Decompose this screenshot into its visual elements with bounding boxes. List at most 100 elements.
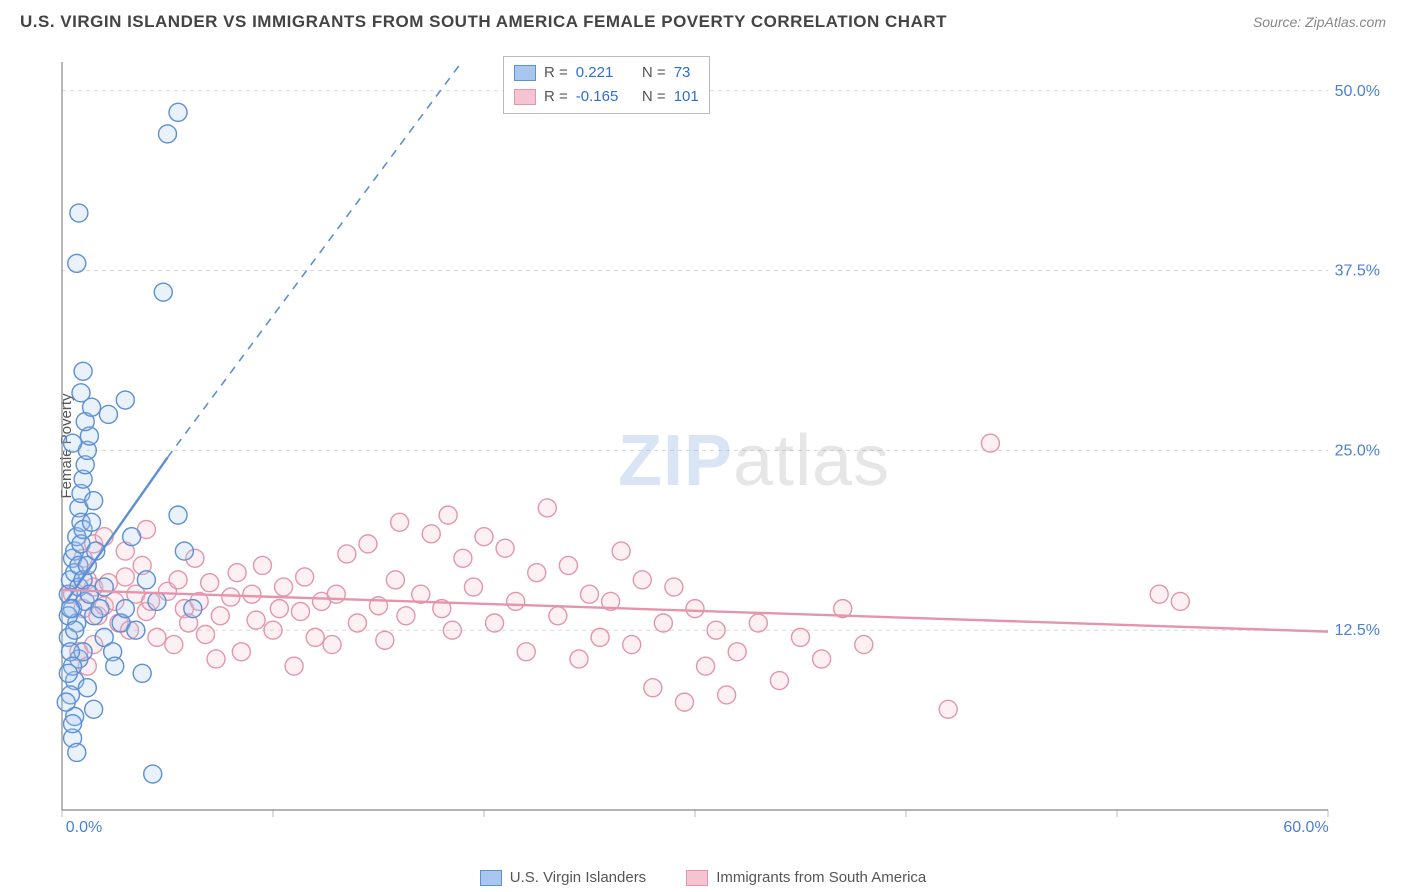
point-usvi xyxy=(61,600,79,618)
point-usvi xyxy=(154,283,172,301)
point-usvi xyxy=(133,664,151,682)
point-sa xyxy=(591,628,609,646)
point-usvi xyxy=(68,254,86,272)
point-sa xyxy=(391,513,409,531)
point-sa xyxy=(1150,585,1168,603)
chart-title: U.S. VIRGIN ISLANDER VS IMMIGRANTS FROM … xyxy=(20,12,947,32)
n-label: N = xyxy=(638,61,666,85)
point-usvi xyxy=(169,506,187,524)
svg-text:12.5%: 12.5% xyxy=(1335,622,1380,639)
point-usvi xyxy=(74,362,92,380)
point-sa xyxy=(939,700,957,718)
n-label: N = xyxy=(638,85,666,109)
series-legend: U.S. Virgin Islanders Immigrants from So… xyxy=(0,869,1406,886)
point-sa xyxy=(275,578,293,596)
point-usvi xyxy=(91,600,109,618)
svg-text:25.0%: 25.0% xyxy=(1335,442,1380,459)
r-label: R = xyxy=(544,61,568,85)
point-sa xyxy=(981,434,999,452)
point-usvi xyxy=(116,391,134,409)
point-sa xyxy=(201,574,219,592)
point-sa xyxy=(296,568,314,586)
point-sa xyxy=(486,614,504,632)
n-value-sa: 101 xyxy=(674,85,699,109)
legend-row-sa: R = -0.165 N = 101 xyxy=(514,85,699,109)
point-sa xyxy=(665,578,683,596)
point-sa xyxy=(165,636,183,654)
point-usvi xyxy=(137,571,155,589)
point-sa xyxy=(422,525,440,543)
svg-text:0.0%: 0.0% xyxy=(66,819,102,836)
point-sa xyxy=(644,679,662,697)
point-sa xyxy=(559,556,577,574)
point-sa xyxy=(507,592,525,610)
point-sa xyxy=(243,585,261,603)
correlation-legend: R = 0.221 N = 73 R = -0.165 N = 101 xyxy=(503,56,710,114)
point-sa xyxy=(376,631,394,649)
point-sa xyxy=(728,643,746,661)
legend-label-sa: Immigrants from South America xyxy=(716,869,926,886)
point-usvi xyxy=(64,434,82,452)
r-label: R = xyxy=(544,85,568,109)
point-sa xyxy=(169,571,187,589)
point-sa xyxy=(686,600,704,618)
point-sa xyxy=(633,571,651,589)
point-usvi xyxy=(159,125,177,143)
point-sa xyxy=(211,607,229,625)
point-sa xyxy=(517,643,535,661)
point-usvi xyxy=(123,528,141,546)
point-usvi xyxy=(85,492,103,510)
point-usvi xyxy=(99,405,117,423)
point-sa xyxy=(496,539,514,557)
swatch-usvi xyxy=(514,65,536,81)
legend-label-usvi: U.S. Virgin Islanders xyxy=(510,869,646,886)
point-usvi xyxy=(83,398,101,416)
svg-text:37.5%: 37.5% xyxy=(1335,263,1380,280)
point-sa xyxy=(264,621,282,639)
point-sa xyxy=(228,564,246,582)
point-usvi xyxy=(95,578,113,596)
point-sa xyxy=(654,614,672,632)
point-sa xyxy=(348,614,366,632)
point-sa xyxy=(1171,592,1189,610)
point-sa xyxy=(270,600,288,618)
point-sa xyxy=(813,650,831,668)
point-sa xyxy=(291,602,309,620)
point-sa xyxy=(285,657,303,675)
point-usvi xyxy=(184,600,202,618)
point-sa xyxy=(222,588,240,606)
n-value-usvi: 73 xyxy=(674,61,691,85)
point-usvi xyxy=(68,743,86,761)
point-usvi xyxy=(175,542,193,560)
point-usvi xyxy=(169,103,187,121)
point-sa xyxy=(306,628,324,646)
point-usvi xyxy=(85,700,103,718)
legend-item-sa: Immigrants from South America xyxy=(686,869,926,886)
point-sa xyxy=(718,686,736,704)
point-usvi xyxy=(83,513,101,531)
point-usvi xyxy=(127,621,145,639)
point-usvi xyxy=(70,204,88,222)
point-sa xyxy=(855,636,873,654)
trend-dashed-usvi xyxy=(168,62,462,458)
point-sa xyxy=(675,693,693,711)
point-sa xyxy=(570,650,588,668)
point-sa xyxy=(247,611,265,629)
point-usvi xyxy=(78,679,96,697)
point-usvi xyxy=(64,715,82,733)
swatch-sa xyxy=(686,870,708,886)
point-sa xyxy=(581,585,599,603)
swatch-sa xyxy=(514,89,536,105)
point-sa xyxy=(770,672,788,690)
point-sa xyxy=(439,506,457,524)
point-sa xyxy=(323,636,341,654)
point-sa xyxy=(207,650,225,668)
point-sa xyxy=(116,568,134,586)
point-sa xyxy=(623,636,641,654)
point-sa xyxy=(707,621,725,639)
point-sa xyxy=(549,607,567,625)
point-sa xyxy=(232,643,250,661)
point-sa xyxy=(397,607,415,625)
point-sa xyxy=(253,556,271,574)
legend-item-usvi: U.S. Virgin Islanders xyxy=(480,869,646,886)
